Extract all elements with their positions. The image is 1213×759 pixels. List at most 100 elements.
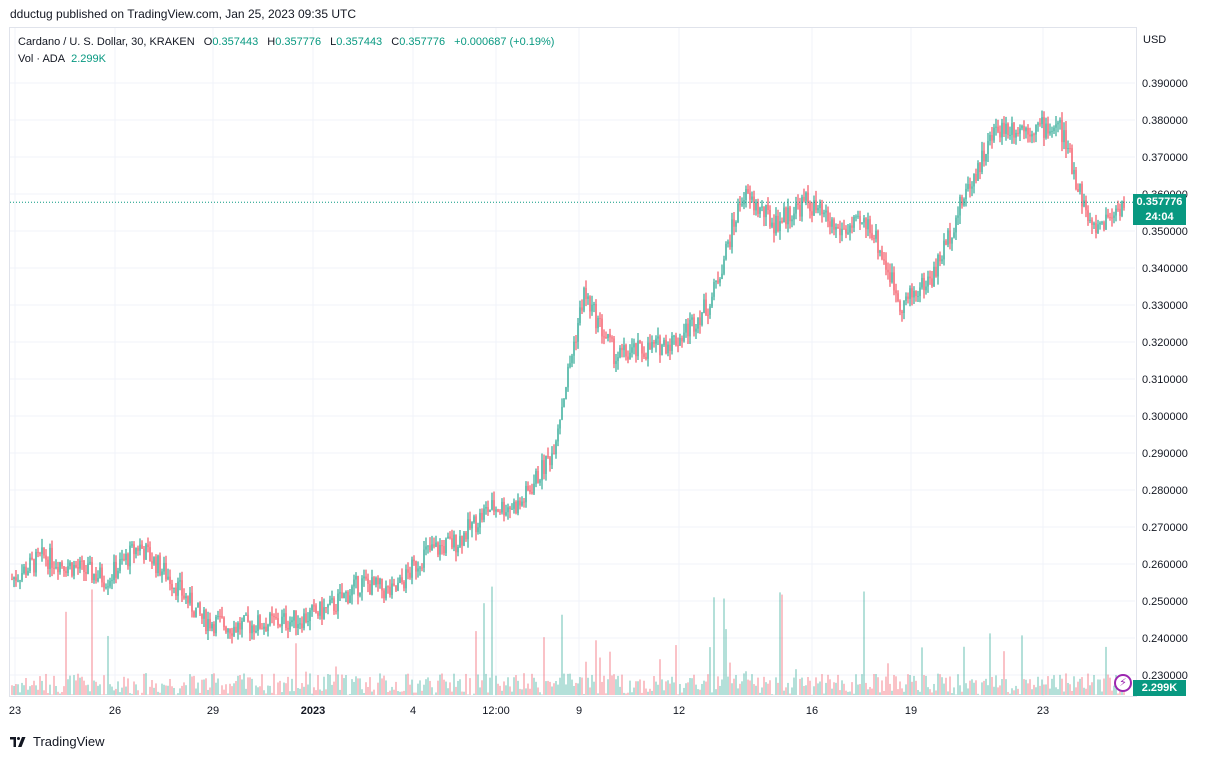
candle-body bbox=[825, 210, 827, 213]
candle-body bbox=[859, 215, 861, 224]
volume-bar bbox=[403, 690, 405, 695]
candle-body bbox=[487, 507, 489, 512]
volume-bar bbox=[507, 677, 509, 695]
candle-body bbox=[437, 542, 439, 555]
symbol-title[interactable]: Cardano / U. S. Dollar, 30, KRAKEN bbox=[18, 36, 195, 48]
volume-bar bbox=[771, 694, 773, 695]
currency-unit[interactable]: USD bbox=[1143, 34, 1167, 46]
volume-bar bbox=[381, 678, 383, 695]
candle-body bbox=[301, 623, 303, 629]
volume-bar bbox=[1081, 677, 1083, 695]
volume-bar bbox=[17, 684, 19, 695]
candle-body bbox=[347, 592, 349, 604]
volume-bar bbox=[169, 678, 171, 695]
candle-body bbox=[945, 240, 947, 245]
volume-label[interactable]: Vol · ADA bbox=[18, 53, 66, 65]
volume-bar bbox=[59, 693, 61, 695]
volume-bar bbox=[97, 685, 99, 695]
volume-bar bbox=[1123, 692, 1125, 695]
candle-body bbox=[95, 573, 97, 581]
volume-bar bbox=[867, 689, 869, 695]
candle-body bbox=[393, 583, 395, 586]
candle-body bbox=[59, 562, 61, 573]
volume-bar bbox=[727, 676, 729, 695]
volume-bar bbox=[849, 691, 851, 695]
candle-body bbox=[261, 628, 263, 630]
candle-body bbox=[199, 602, 201, 614]
candle-body bbox=[985, 154, 987, 162]
volume-bar bbox=[881, 680, 883, 695]
high-label: H bbox=[267, 36, 276, 48]
volume-bar bbox=[609, 651, 611, 695]
volume-bar bbox=[775, 677, 777, 695]
volume-bar bbox=[521, 689, 523, 695]
volume-bar bbox=[149, 686, 151, 695]
volume-bar bbox=[865, 682, 867, 695]
volume-bar bbox=[657, 684, 659, 695]
candle-body bbox=[403, 581, 405, 589]
volume-bar bbox=[777, 682, 779, 695]
volume-bar bbox=[1061, 678, 1063, 695]
lightning-icon[interactable]: ⚡ bbox=[1114, 674, 1132, 692]
volume-bar bbox=[957, 674, 959, 695]
candle-body bbox=[959, 196, 961, 216]
volume-bar bbox=[1001, 679, 1003, 695]
volume-bar bbox=[1013, 690, 1015, 695]
volume-bar bbox=[707, 674, 709, 695]
chart-legend[interactable]: Cardano / U. S. Dollar, 30, KRAKEN O0.35… bbox=[18, 34, 554, 68]
volume-bar bbox=[981, 682, 983, 695]
volume-bar bbox=[183, 682, 185, 695]
candle-body bbox=[727, 241, 729, 244]
volume-bar bbox=[841, 680, 843, 695]
volume-bar bbox=[515, 675, 517, 695]
volume-bar bbox=[939, 674, 941, 695]
volume-bar bbox=[327, 674, 329, 695]
candle-body bbox=[381, 578, 383, 591]
volume-bar bbox=[655, 681, 657, 695]
candle-body bbox=[1083, 200, 1085, 207]
volume-bar bbox=[845, 690, 847, 695]
volume-bar bbox=[1105, 646, 1107, 695]
candle-body bbox=[425, 546, 427, 550]
volume-bar bbox=[261, 674, 263, 695]
volume-bar bbox=[877, 677, 879, 695]
volume-bar bbox=[233, 683, 235, 695]
volume-bar bbox=[101, 694, 103, 695]
candle-body bbox=[869, 219, 871, 234]
candle-body bbox=[315, 605, 317, 613]
candle-body bbox=[493, 500, 495, 512]
volume-bar bbox=[417, 683, 419, 695]
volume-bar bbox=[451, 691, 453, 695]
candle-body bbox=[665, 339, 667, 354]
candle-body bbox=[621, 347, 623, 351]
bar-countdown: 24:04 bbox=[1145, 211, 1174, 223]
candle-body bbox=[675, 335, 677, 346]
candle-body bbox=[589, 296, 591, 312]
candle-body bbox=[163, 562, 165, 572]
candle-body bbox=[339, 592, 341, 594]
volume-bar bbox=[389, 690, 391, 695]
volume-bar bbox=[219, 694, 221, 695]
brand-footer[interactable]: TradingView bbox=[10, 734, 105, 749]
volume-bar bbox=[289, 691, 291, 695]
volume-bar bbox=[287, 676, 289, 695]
candle-body bbox=[581, 307, 583, 311]
candle-body bbox=[605, 336, 607, 339]
candle-body bbox=[201, 613, 203, 619]
volume-bar bbox=[473, 693, 475, 695]
volume-bar bbox=[325, 689, 327, 695]
volume-bar bbox=[653, 676, 655, 695]
candle-body bbox=[729, 241, 731, 248]
volume-bar bbox=[255, 685, 257, 695]
candle-body bbox=[155, 556, 157, 574]
candle-body bbox=[363, 576, 365, 579]
volume-bar bbox=[271, 692, 273, 695]
volume-bar bbox=[1045, 684, 1047, 695]
volume-bar bbox=[199, 692, 201, 695]
candle-body bbox=[853, 216, 855, 228]
candle-body bbox=[79, 560, 81, 569]
volume-bar bbox=[477, 674, 479, 695]
volume-bar bbox=[1049, 688, 1051, 695]
volume-bar bbox=[989, 633, 991, 695]
